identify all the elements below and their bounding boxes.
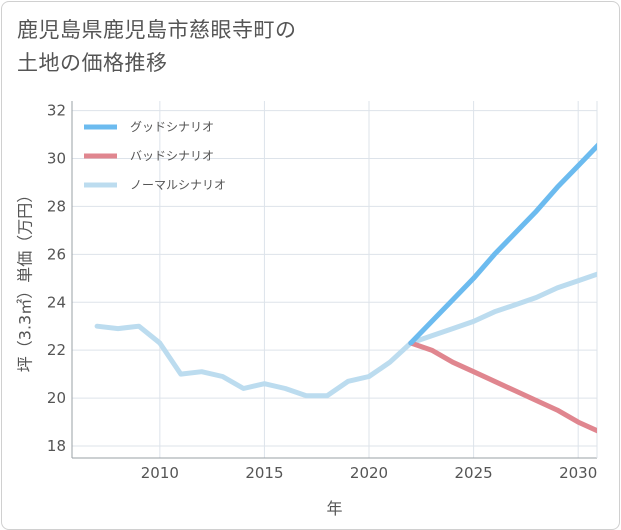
legend-label-2: ノーマルシナリオ (130, 178, 226, 192)
tick-labels: 18 20 22 24 26 28 30 32 2010 2015 2020 2025 2030 (47, 102, 597, 482)
y-tick-label: 32 (47, 102, 66, 120)
x-axis-title: 年 (326, 499, 342, 518)
x-tick-label: 2010 (141, 464, 179, 482)
y-tick-label: 18 (47, 437, 66, 455)
legend-label-0: グッドシナリオ (130, 120, 214, 134)
legend-label-1: バッドシナリオ (130, 149, 214, 163)
y-tick-label: 24 (47, 293, 66, 311)
x-tick-label: 2030 (559, 464, 597, 482)
series-line-2 (94, 271, 597, 399)
x-tick-label: 2020 (350, 464, 388, 482)
y-tick-label: 20 (47, 389, 66, 407)
y-axis-title: 坪（3.3㎡）単価（万円） (16, 187, 35, 372)
axes (71, 101, 598, 459)
chart-title-line-2: 土地の価格推移 (17, 51, 168, 75)
series-line-1 (408, 340, 597, 434)
chart-title-line-1: 鹿児島県鹿児島市慈眼寺町の (17, 18, 297, 42)
y-tick-label: 26 (47, 245, 66, 263)
series-lines (94, 142, 597, 434)
grid-lines (72, 101, 597, 458)
y-tick-label: 30 (47, 150, 66, 168)
x-tick-label: 2025 (454, 464, 492, 482)
series-line-0 (408, 142, 597, 346)
y-tick-label: 22 (47, 341, 66, 359)
chart-title: 鹿児島県鹿児島市慈眼寺町の 土地の価格推移 (17, 14, 297, 80)
x-tick-label: 2015 (245, 464, 283, 482)
y-tick-label: 28 (47, 197, 66, 215)
